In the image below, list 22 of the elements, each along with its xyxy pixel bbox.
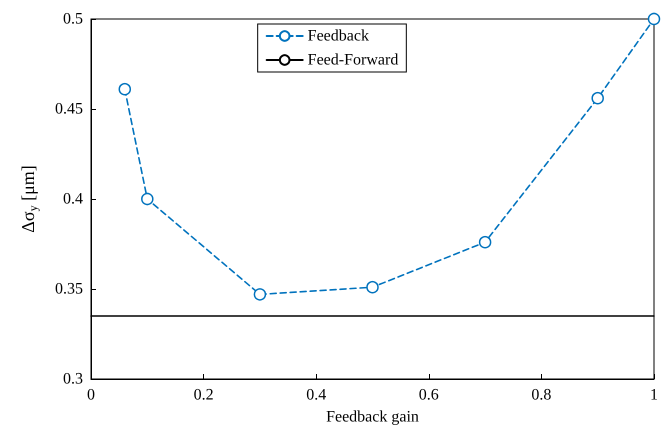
y-tick-label: 0.4 bbox=[63, 190, 83, 208]
x-tick-label: 0 bbox=[87, 386, 95, 404]
y-axis-title: Δσy [μm] bbox=[18, 165, 40, 233]
y-tick-label: 0.45 bbox=[55, 100, 83, 118]
y-tick-label: 0.5 bbox=[63, 10, 83, 28]
legend-label: Feedback bbox=[308, 28, 369, 44]
legend-label: Feed-Forward bbox=[308, 52, 398, 68]
x-tick-label: 0.8 bbox=[531, 386, 552, 404]
point bbox=[254, 288, 266, 301]
x-tick-label: 0.6 bbox=[418, 386, 439, 404]
y-tick-label: 0.3 bbox=[63, 370, 83, 388]
x-tick-label: 0.2 bbox=[194, 386, 214, 404]
point bbox=[118, 82, 132, 96]
point bbox=[648, 12, 660, 26]
x-tick-label: 1 bbox=[650, 386, 658, 404]
point bbox=[591, 92, 604, 104]
x-tick-label: 0.4 bbox=[306, 386, 326, 404]
y-tick-label: 0.35 bbox=[55, 280, 83, 298]
x-axis-title: Feedback gain bbox=[326, 408, 419, 426]
point bbox=[141, 192, 154, 206]
point bbox=[478, 236, 492, 248]
point bbox=[366, 280, 379, 294]
